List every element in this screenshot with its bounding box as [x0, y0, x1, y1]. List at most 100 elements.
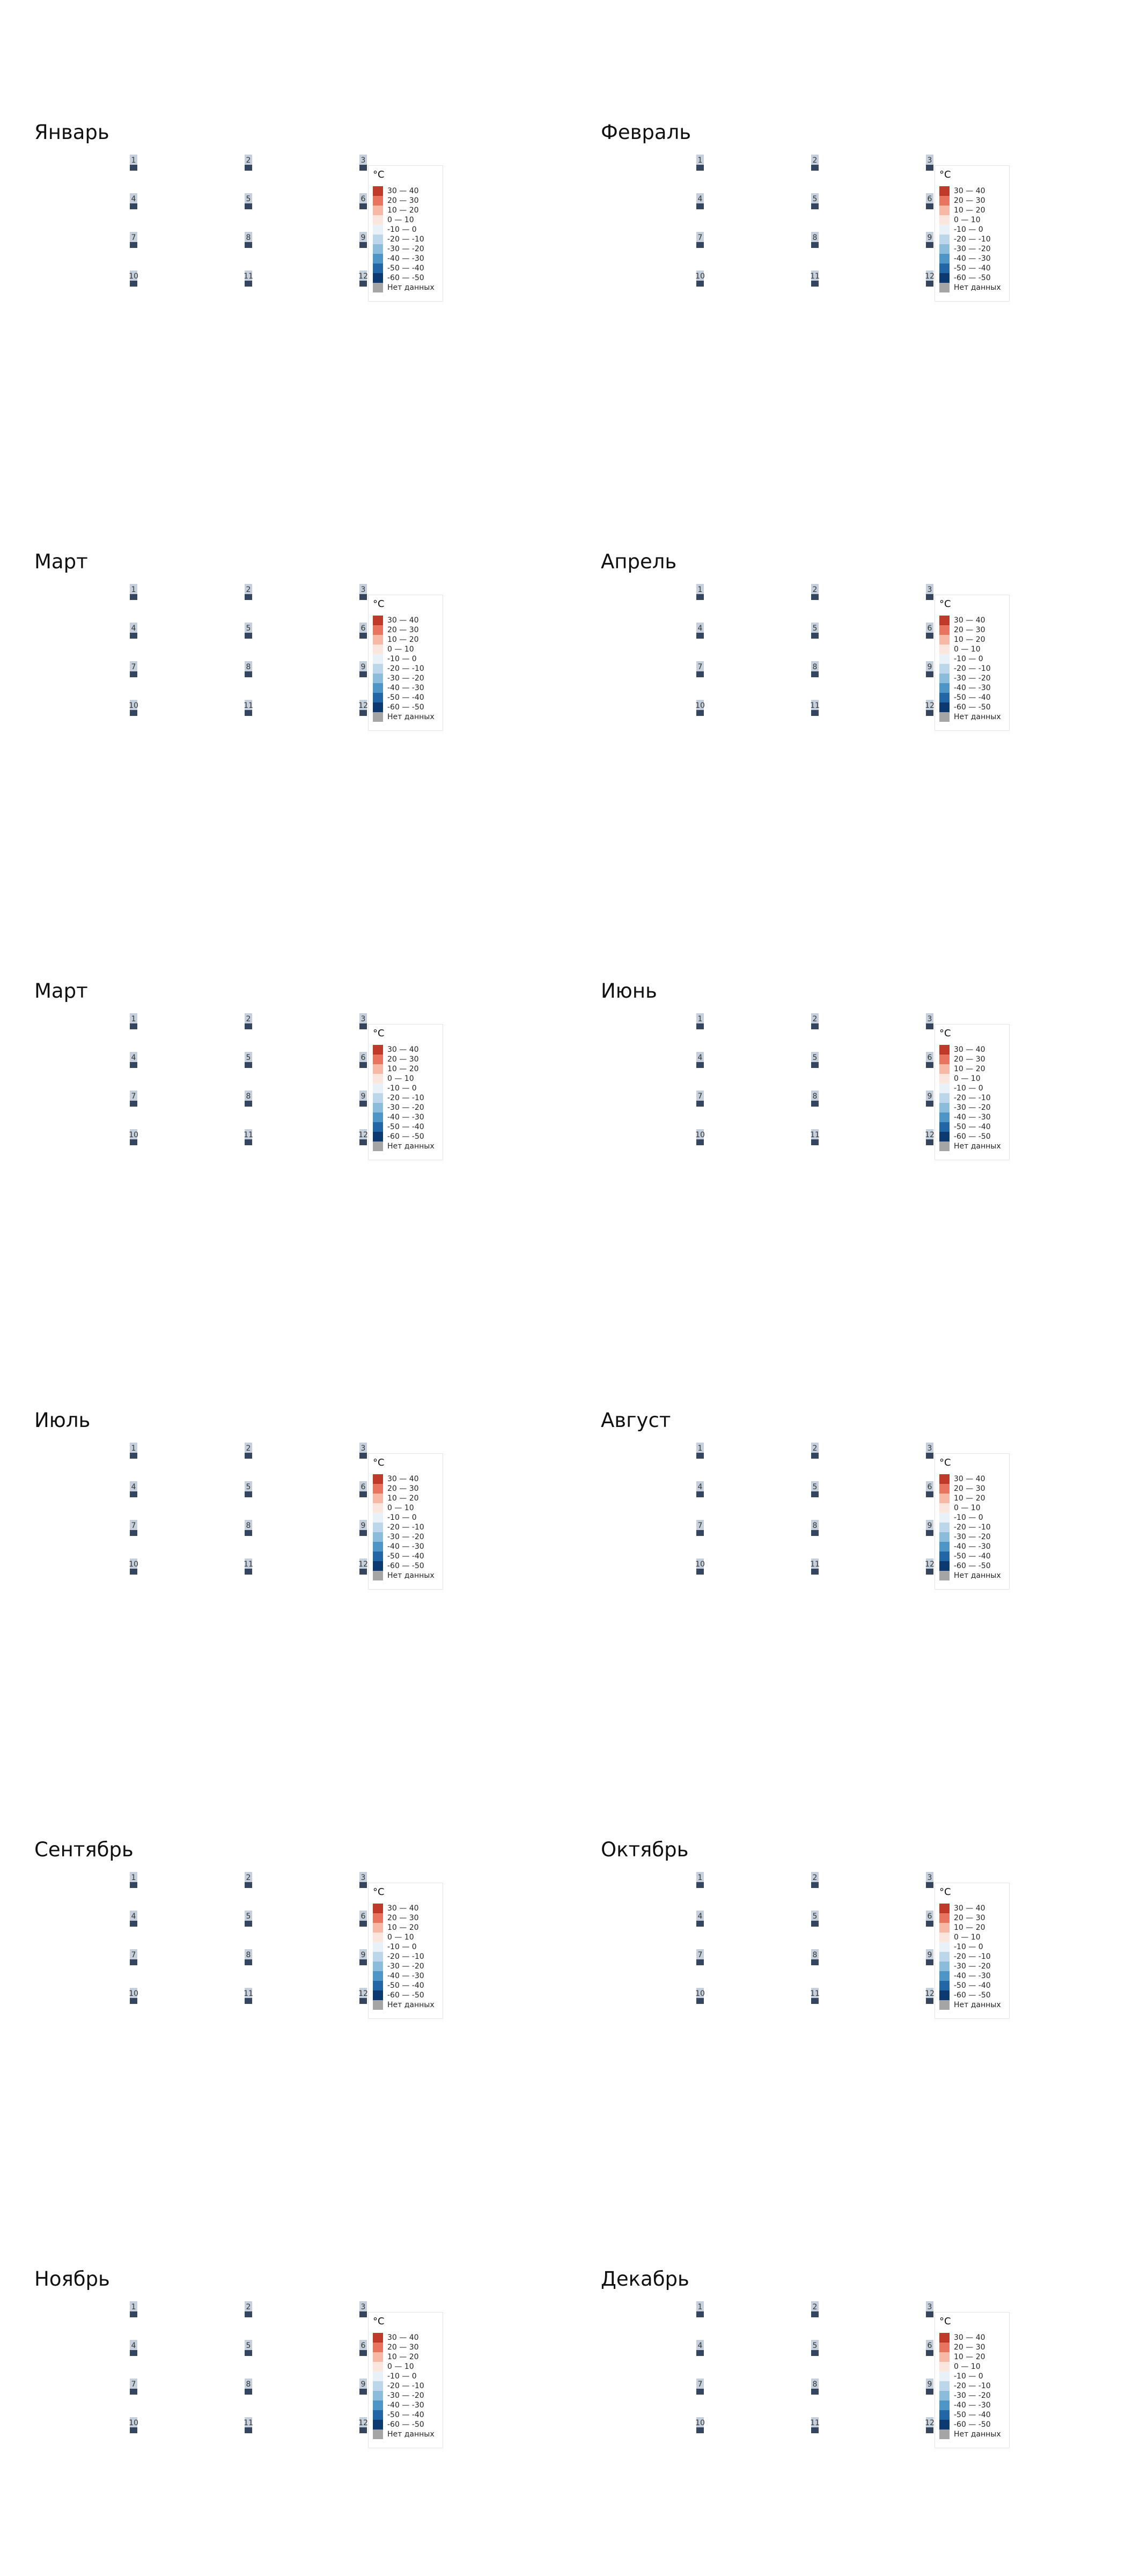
- cell-tile-bottom: [696, 671, 704, 677]
- legend-swatch: [373, 215, 383, 225]
- legend-label: -50 — -40: [387, 1123, 424, 1131]
- cell-label: 12: [925, 1131, 935, 1139]
- legend-label: -60 — -50: [387, 2420, 424, 2429]
- cell-tile-top: [696, 1872, 704, 1882]
- cell-label: 8: [246, 663, 251, 671]
- cell-tile-bottom: [696, 1882, 704, 1888]
- heatmap-cell: 4: [696, 2340, 704, 2356]
- heatmap-cell: 1: [130, 1443, 137, 1459]
- legend-label: 20 — 30: [387, 1484, 419, 1493]
- cell-tile-bottom: [130, 242, 137, 248]
- legend-swatch: [373, 2420, 383, 2429]
- cell-label: 8: [246, 233, 251, 242]
- legend-swatch: [939, 1074, 950, 1084]
- month-panel: Июль 1 2 3 4 5 6 7 8 9 10 11 12 °C 30 — 40 20 — 30 10 — …: [0, 1288, 566, 1717]
- cell-tile-bottom: [245, 203, 252, 209]
- cell-tile-bottom: [811, 242, 819, 248]
- heatmap-cell: 5: [245, 193, 252, 209]
- cell-tile-top: [130, 2417, 137, 2427]
- cell-tile-bottom: [926, 2350, 933, 2356]
- cell-label: 12: [358, 272, 368, 281]
- heatmap-cell: 2: [811, 1013, 819, 1029]
- heatmap-cell: 12: [925, 1129, 935, 1145]
- month-panel: Ноябрь 1 2 3 4 5 6 7 8 9 10 11 12 °C 30 — 40 20 — 30 10 …: [0, 2147, 566, 2576]
- heatmap-cell: 8: [811, 1949, 819, 1965]
- cell-tile-bottom: [696, 2350, 704, 2356]
- cell-tile-bottom: [926, 594, 933, 600]
- cell-tile-bottom: [245, 1569, 252, 1575]
- panel-title: Февраль: [601, 121, 691, 144]
- cell-tile-top: [926, 1091, 933, 1101]
- cell-tile-top: [696, 2301, 704, 2311]
- legend-label: Нет данных: [387, 1571, 435, 1580]
- cell-tile-bottom: [926, 671, 933, 677]
- cell-label: 3: [928, 2303, 932, 2311]
- cell-label: 11: [810, 1989, 820, 1998]
- cell-label: 12: [925, 1989, 935, 1998]
- legend-swatch: [373, 1064, 383, 1074]
- heatmap-cell: 4: [130, 1052, 137, 1068]
- cell-tile-top: [245, 584, 252, 594]
- cell-tile-top: [245, 2340, 252, 2350]
- heatmap-cell: 10: [129, 2417, 138, 2433]
- legend-label: -60 — -50: [954, 703, 991, 712]
- cell-tile-bottom: [696, 1491, 704, 1497]
- legend-swatch: [939, 625, 950, 635]
- cell-tile-top: [696, 1520, 704, 1530]
- legend-label: 0 — 10: [387, 645, 414, 654]
- cell-tile-top: [130, 232, 137, 242]
- legend-swatch: [373, 1045, 383, 1055]
- legend-label: -10 — 0: [387, 655, 417, 663]
- cell-tile-top: [130, 1558, 137, 1569]
- heatmap-cell: 10: [695, 1988, 705, 2004]
- heatmap: 1 2 34 5 67 8 910 11 12: [695, 584, 935, 716]
- legend-swatch: [939, 616, 950, 625]
- legend-label: Нет данных: [387, 2001, 435, 2009]
- cell-label: 1: [698, 2303, 703, 2311]
- cell-label: 7: [131, 1092, 136, 1101]
- cell-tile-bottom: [245, 1921, 252, 1927]
- legend-swatch: [939, 1064, 950, 1074]
- heatmap-cell: 9: [926, 1520, 933, 1536]
- legend-swatch: [939, 264, 950, 273]
- cell-tile-bottom: [130, 1530, 137, 1536]
- cell-tile-top: [926, 1443, 933, 1453]
- legend-swatch: [939, 1103, 950, 1113]
- month-panel: Март 1 2 3 4 5 6 7 8 9 10 11 12 °C 30 — 40 20 — 30 10 — …: [0, 859, 566, 1288]
- cell-label: 2: [246, 156, 251, 165]
- heatmap-cell: 9: [926, 1091, 933, 1107]
- panel-title: Ноябрь: [34, 2267, 110, 2290]
- cell-tile-bottom: [130, 1453, 137, 1459]
- cell-tile-top: [359, 1091, 367, 1101]
- heatmap-cell: 1: [696, 1013, 704, 1029]
- cell-tile-bottom: [696, 1959, 704, 1965]
- cell-label: 2: [246, 1015, 251, 1023]
- cell-tile-bottom: [696, 1453, 704, 1459]
- heatmap-cell: 5: [811, 2340, 819, 2356]
- cell-tile-top: [245, 661, 252, 671]
- legend-label: -60 — -50: [954, 1132, 991, 1141]
- cell-label: 2: [813, 1015, 818, 1023]
- cell-label: 4: [698, 624, 703, 633]
- cell-tile-top: [245, 1091, 252, 1101]
- cell-tile-bottom: [130, 281, 137, 287]
- cell-tile-bottom: [245, 671, 252, 677]
- cell-tile-top: [696, 1911, 704, 1921]
- cell-tile-top: [130, 623, 137, 633]
- legend-swatch: [373, 1523, 383, 1532]
- cell-tile-top: [811, 2417, 819, 2427]
- legend-swatch: [373, 1474, 383, 1484]
- cell-tile-top: [130, 1129, 137, 1139]
- cell-label: 12: [358, 1560, 368, 1569]
- legend-label: -20 — -10: [954, 2382, 991, 2390]
- legend-swatch: [939, 1141, 950, 1151]
- legend-swatch: [939, 2362, 950, 2372]
- cell-tile-bottom: [359, 1139, 367, 1145]
- legend-swatch: [373, 1913, 383, 1923]
- heatmap-cell: 4: [130, 2340, 137, 2356]
- cell-tile-bottom: [245, 1453, 252, 1459]
- legend: °C 30 — 40 20 — 30 10 — 20 0 — 10 -10 — 0 -20 …: [368, 165, 443, 302]
- heatmap-cell: 11: [810, 1558, 820, 1575]
- heatmap-cell: 7: [696, 232, 704, 248]
- legend-label: 0 — 10: [954, 2362, 981, 2371]
